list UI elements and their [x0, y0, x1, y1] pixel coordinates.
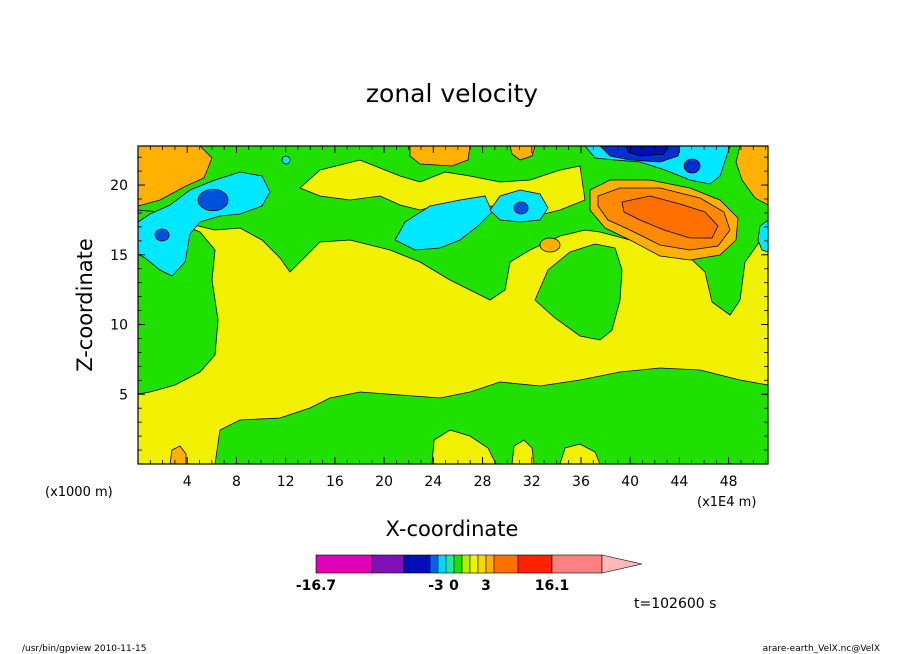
- colorbar-swatch: [371, 554, 405, 574]
- contour-blue-left-2: [154, 228, 170, 242]
- x-axis: 4 8 12 16 20 24 28 32 36 40 44 48: [149, 146, 766, 490]
- y-axis: 5 10 15 20: [110, 156, 768, 451]
- colorbar: -16.7 -3 0 3 16.1: [296, 554, 643, 594]
- x-unit-note: (x1000 m): [45, 485, 113, 500]
- colorbar-label: -16.7: [296, 578, 336, 594]
- colorbar-swatch: [551, 554, 603, 574]
- x-tick-label: 40: [621, 474, 639, 490]
- colorbar-label: 3: [481, 578, 491, 594]
- contour-orange-top-1: [409, 146, 471, 167]
- colorbar-label: 16.1: [535, 578, 570, 594]
- x-scale-note: (x1E4 m): [697, 495, 756, 510]
- x-tick-label: 16: [326, 474, 344, 490]
- colorbar-swatch: [485, 554, 495, 574]
- colorbar-swatch: [315, 554, 373, 574]
- colorbar-swatch: [461, 554, 471, 574]
- contour-orange-top-2: [509, 146, 536, 161]
- colorbar-swatch: [517, 554, 553, 574]
- contour-blue-top-right-core: [625, 146, 669, 157]
- y-tick-label: 10: [110, 318, 128, 334]
- x-tick-label: 24: [424, 474, 442, 490]
- colorbar-swatch: [437, 554, 447, 574]
- contour-blue-small-right: [683, 158, 701, 174]
- colorbar-label: -3: [428, 578, 444, 594]
- contour-orange-top-left: [138, 146, 213, 207]
- y-tick-label: 5: [119, 387, 128, 403]
- colorbar-swatch: [493, 554, 519, 574]
- x-tick-label: 8: [232, 474, 241, 490]
- contour-cyan-left: [138, 171, 271, 277]
- colorbar-swatch: [429, 554, 439, 574]
- contour-orange-small-2: [169, 445, 187, 464]
- y-axis-title: Z-coordinate: [73, 238, 97, 372]
- contour-orange-small-1: [539, 237, 561, 253]
- x-tick-label: 32: [523, 474, 541, 490]
- colorbar-swatch: [453, 554, 463, 574]
- contour-yellow-pocket-2: [511, 439, 535, 464]
- colorbar-swatch: [403, 554, 431, 574]
- y-tick-label: 20: [110, 178, 128, 194]
- plot-frame: [137, 145, 769, 465]
- footer-right: arare-earth_VelX.nc@VelX: [763, 644, 880, 654]
- contour-blue-left-1: [197, 188, 229, 212]
- contour-yellow-pocket-1: [431, 429, 497, 464]
- contour-field: [138, 146, 768, 464]
- x-tick-label: 44: [670, 474, 688, 490]
- colorbar-extend-arrow: [601, 554, 643, 574]
- colorbar-swatch: [477, 554, 487, 574]
- footer-left: /usr/bin/gpview 2010-11-15: [22, 644, 146, 654]
- colorbar-swatch: [469, 554, 479, 574]
- x-tick-label: 4: [183, 474, 192, 490]
- contour-orange-blob-core: [621, 195, 719, 239]
- contour-green-bottom: [214, 367, 768, 464]
- x-tick-label: 48: [720, 474, 738, 490]
- x-tick-label: 36: [572, 474, 590, 490]
- x-axis-title: X-coordinate: [386, 517, 519, 541]
- contour-yellow-pocket-3: [559, 443, 601, 464]
- contour-cyan-small-top: [281, 155, 291, 165]
- x-tick-label: 12: [277, 474, 295, 490]
- chart-title: zonal velocity: [366, 79, 538, 108]
- contour-blue-middle: [513, 201, 529, 215]
- y-tick-label: 15: [110, 248, 128, 264]
- colorbar-swatch: [445, 554, 455, 574]
- contour-cyan-far-right: [757, 219, 768, 253]
- contour-green-island: [534, 243, 623, 341]
- time-label: t=102600 s: [634, 596, 716, 612]
- x-tick-label: 28: [474, 474, 492, 490]
- contour-orange-top-right: [735, 146, 768, 206]
- colorbar-label: 0: [449, 578, 459, 594]
- x-tick-label: 20: [375, 474, 393, 490]
